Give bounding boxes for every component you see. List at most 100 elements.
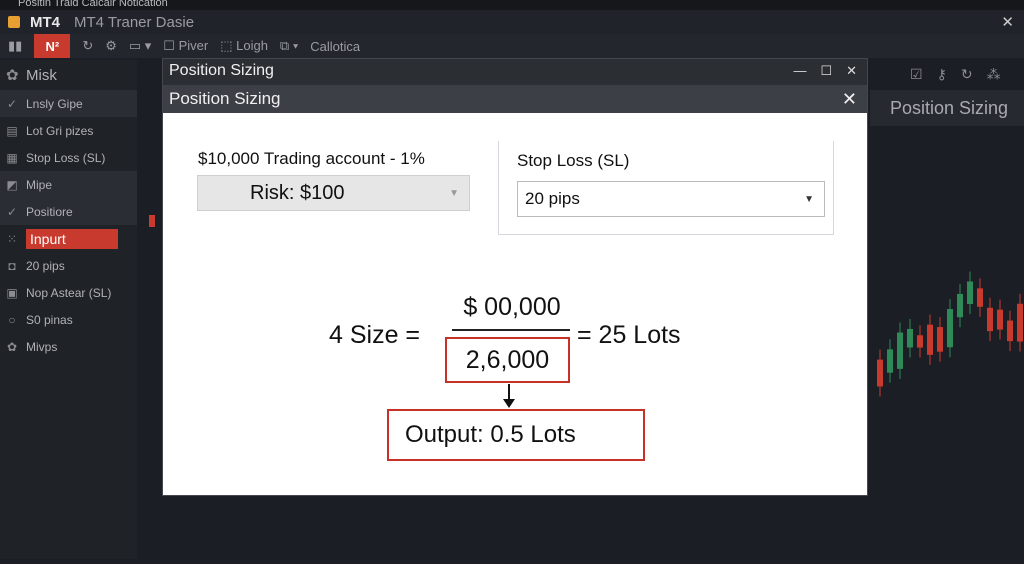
display-dropdown[interactable]: ▭ ▾ bbox=[128, 38, 152, 53]
stop-loss-value: 20 pips bbox=[525, 189, 580, 208]
stop-loss-group: Stop Loss (SL) 20 pips ▼ bbox=[498, 141, 834, 235]
expand-icon: ⁙ bbox=[6, 231, 18, 246]
tool-label: Loigh bbox=[236, 38, 268, 53]
stop-loss-label: Stop Loss (SL) bbox=[517, 151, 630, 170]
account-label: $10,000 Trading account - 1% bbox=[198, 149, 425, 168]
toolbar: ▮▮ N² ↻ ⚙ ▭ ▾ ☐ Piver ⬚ Loigh ⧉ ▾ Callot… bbox=[0, 34, 1024, 58]
candle-body bbox=[927, 324, 933, 355]
layers-dropdown[interactable]: ⧉ ▾ bbox=[279, 38, 299, 53]
candle-body bbox=[1017, 303, 1023, 342]
candle-body bbox=[917, 335, 923, 348]
candle-body bbox=[997, 309, 1003, 330]
fraction-bar bbox=[452, 329, 570, 331]
gear-icon: ✿ bbox=[6, 67, 19, 84]
inner-title: Position Sizing bbox=[169, 89, 281, 108]
candle-body bbox=[877, 359, 883, 387]
chart-icon: ▤ bbox=[6, 123, 18, 138]
position-sizing-dialog: Position Sizing — ☐ ✕ Position Sizing ✕ $10… bbox=[162, 58, 868, 496]
tool-loigh[interactable]: ⬚ Loigh bbox=[220, 38, 268, 53]
candle-body bbox=[937, 327, 943, 352]
gear-icon[interactable]: ⚙ bbox=[105, 38, 117, 53]
sidebar-item[interactable]: ◘ 20 pips bbox=[0, 252, 137, 279]
candle-body bbox=[887, 349, 893, 373]
sidebar-item[interactable]: ▤ Lot Gri pizes bbox=[0, 117, 137, 144]
sidebar: ✿ Misk ✓ Lnsly Gipe ▤ Lot Gri pizes ▦ Stop Los… bbox=[0, 60, 137, 559]
undo-icon[interactable]: ↻ bbox=[82, 38, 94, 53]
formula-denominator: 2,6,000 bbox=[445, 337, 570, 383]
stop-loss-select[interactable]: 20 pips ▼ bbox=[517, 181, 825, 217]
sidebar-item-label: Mivps bbox=[26, 339, 58, 354]
close-icon[interactable]: ✕ bbox=[846, 63, 857, 78]
dialog-title-bar: Position Sizing — ☐ ✕ bbox=[163, 59, 867, 83]
sidebar-item[interactable]: ✓ Lnsly Gipe bbox=[0, 90, 137, 117]
chevron-down-icon: ▼ bbox=[804, 193, 814, 205]
bars-icon[interactable]: ▮▮ bbox=[8, 38, 23, 53]
candle-body bbox=[149, 215, 155, 227]
sidebar-item-label: Lot Gri pizes bbox=[26, 123, 94, 138]
sidebar-item-label: S0 pinas bbox=[26, 312, 73, 327]
tool-callotica[interactable]: Callotica bbox=[310, 38, 361, 54]
check-icon: ✓ bbox=[6, 204, 18, 219]
app-bar: MT4 MT4 Traner Dasie ✕ bbox=[0, 10, 1024, 34]
candle-body bbox=[977, 288, 983, 307]
checkbox-icon[interactable]: ☑ bbox=[910, 66, 937, 82]
right-panel-title: Position Sizing bbox=[890, 98, 1009, 118]
app-name: MT4 bbox=[30, 13, 60, 31]
chart-tools: ☑⚷↻⁂ bbox=[910, 66, 1015, 83]
key-icon[interactable]: ⚷ bbox=[936, 66, 961, 82]
sidebar-item[interactable]: ▣ Nop Astear (SL) bbox=[0, 279, 137, 306]
app-subtitle: MT4 Traner Dasie bbox=[74, 13, 195, 31]
circle-icon: ○ bbox=[8, 312, 16, 327]
maximize-icon[interactable]: ☐ bbox=[820, 63, 833, 78]
candle-body bbox=[907, 328, 913, 348]
grid-icon: ▦ bbox=[6, 150, 18, 165]
sidebar-item-label: Stop Loss (SL) bbox=[26, 150, 106, 165]
window-title-bar: Positin Trald Calcalr Notication bbox=[0, 0, 1024, 10]
candle-body bbox=[987, 307, 993, 332]
check-icon: ✓ bbox=[6, 96, 18, 111]
sidebar-item-label: Positiore bbox=[26, 204, 73, 219]
dialog-title: Position Sizing bbox=[169, 62, 274, 79]
app-logo-icon bbox=[8, 16, 20, 28]
refresh-icon[interactable]: ↻ bbox=[960, 66, 987, 82]
sidebar-item[interactable]: ✿ Mivps bbox=[0, 333, 137, 360]
candle-body bbox=[967, 281, 973, 305]
sidebar-item[interactable]: ○ S0 pinas bbox=[0, 306, 137, 333]
output-box: Output: 0.5 Lots bbox=[387, 409, 645, 461]
sidebar-item[interactable]: ✓ Positiore bbox=[0, 198, 137, 225]
sidebar-item-label: Mipe bbox=[26, 177, 53, 192]
window-title: Positin Trald Calcalr Notication bbox=[18, 0, 168, 9]
risk-value: Risk: $100 bbox=[250, 181, 345, 204]
sidebar-item[interactable]: ⁙ Inpurt bbox=[0, 225, 137, 252]
arrow-head bbox=[503, 399, 515, 408]
arrow-down-icon bbox=[508, 384, 510, 402]
shield-icon: ◘ bbox=[8, 258, 16, 273]
formula-numerator: $ 00,000 bbox=[463, 293, 561, 321]
close-window-button[interactable]: ✕ bbox=[1001, 14, 1014, 31]
sidebar-item-label: Lnsly Gipe bbox=[26, 96, 83, 111]
formula-result: = 25 Lots bbox=[577, 321, 681, 349]
sidebar-item[interactable]: ◩ Mipe bbox=[0, 171, 137, 198]
sidebar-header: ✿ Misk bbox=[0, 60, 137, 90]
sidebar-title: Misk bbox=[26, 66, 57, 84]
minimize-icon[interactable]: — bbox=[793, 63, 807, 78]
inner-title-bar: Position Sizing ✕ bbox=[163, 85, 867, 113]
output-value: Output: 0.5 Lots bbox=[405, 421, 576, 448]
active-tool-button[interactable]: N² bbox=[34, 34, 71, 58]
chevron-down-icon: ▼ bbox=[449, 187, 459, 199]
people-icon[interactable]: ⁂ bbox=[986, 66, 1015, 82]
sidebar-item-label: 20 pips bbox=[26, 258, 65, 273]
sidebar-item-label: Nop Astear (SL) bbox=[26, 285, 112, 300]
tool-piver[interactable]: ☐ Piver bbox=[163, 38, 209, 53]
sidebar-item-label: Inpurt bbox=[26, 228, 118, 249]
candle-body bbox=[897, 332, 903, 369]
right-panel: Position Sizing bbox=[870, 90, 1024, 126]
close-icon[interactable]: ✕ bbox=[841, 88, 857, 109]
image-icon: ▣ bbox=[6, 285, 18, 300]
chart-line-icon: ◩ bbox=[6, 177, 18, 192]
formula-left: 4 Size = bbox=[329, 321, 421, 349]
sidebar-item[interactable]: ▦ Stop Loss (SL) bbox=[0, 144, 137, 171]
risk-select[interactable]: Risk: $100 ▼ bbox=[197, 175, 470, 211]
tool-label: Piver bbox=[178, 38, 209, 53]
candle-body bbox=[947, 309, 953, 348]
